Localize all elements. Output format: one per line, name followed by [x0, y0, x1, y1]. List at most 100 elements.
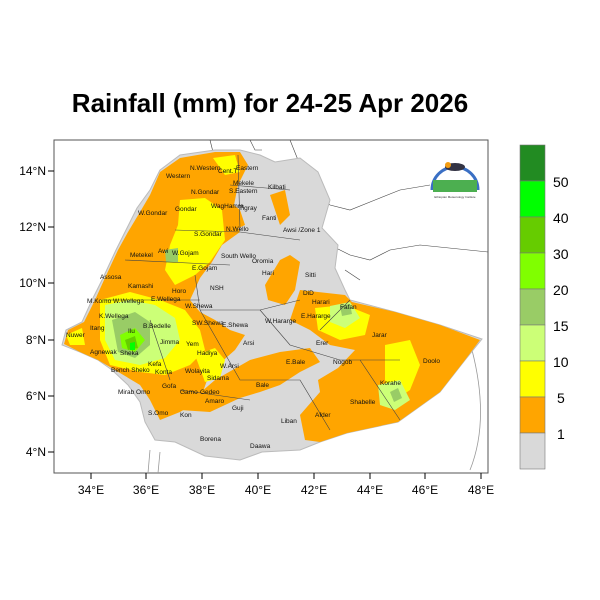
zone-label: Jarar: [372, 332, 388, 339]
lat-axis: [48, 170, 54, 453]
zone-label: E.Hararge: [301, 313, 331, 320]
zone-label: NSH: [210, 285, 224, 292]
zone-label: Gedeo: [200, 389, 220, 396]
legend-color-box: [519, 324, 546, 362]
zone-label: Agnewak: [90, 349, 117, 356]
zone-label: Shabelle: [350, 399, 376, 406]
zone-label: Awsi /Zone 1: [283, 227, 321, 234]
zone-label: WagHamra: [211, 203, 244, 210]
zone-label: Eastern: [236, 165, 259, 172]
zone-label: N.Wello: [226, 226, 249, 233]
legend-label: 20: [553, 282, 569, 298]
legend-color-box: [519, 252, 546, 290]
lon-tick-label: 48°E: [468, 483, 494, 497]
lon-tick-label: 40°E: [245, 483, 271, 497]
zone-label: Erer: [316, 340, 329, 347]
zone-label: Gofa: [162, 383, 176, 390]
zone-label: B.Bedelle: [143, 323, 171, 330]
zone-label: S.Gondar: [194, 231, 223, 238]
lon-tick-label: 34°E: [78, 483, 104, 497]
legend-label: 10: [553, 354, 569, 370]
legend-colorbar: [519, 144, 546, 470]
lat-tick-label: 14°N: [19, 164, 46, 178]
zone-label: SW.Shewa: [192, 320, 224, 327]
rain-30-50mm: [125, 336, 138, 350]
zone-label: Fanti: [262, 215, 276, 222]
coastline: [469, 349, 481, 471]
zone-label: Kon: [180, 412, 192, 419]
zone-label: Kilbati: [268, 184, 286, 191]
zone-label: Bench Sheko: [111, 367, 150, 374]
zone-label: W.Hararge: [265, 318, 296, 325]
legend-color-box: [519, 216, 546, 254]
zone-label: Konta: [155, 369, 172, 376]
lon-tick-label: 44°E: [357, 483, 383, 497]
zone-label: S.Eastern: [229, 188, 258, 195]
zone-label: Itang: [90, 325, 105, 332]
emi-logo: Ethiopian Meteorology Institute: [430, 162, 480, 199]
zone-label: Tigray: [239, 205, 258, 212]
zone-label: Nogob: [333, 359, 353, 366]
zone-label: Afder: [315, 412, 331, 419]
legend-label: 50: [553, 174, 569, 190]
zone-label: Liban: [281, 418, 297, 425]
zone-label: E.Shewa: [222, 322, 248, 329]
zone-label: Guji: [232, 405, 244, 412]
legend-label: 5: [557, 390, 565, 406]
zone-label: Mirab Omo: [118, 389, 151, 396]
logo-caption: Ethiopian Meteorology Institute: [434, 195, 476, 199]
zone-label: Doolo: [423, 358, 440, 365]
zone-label: W.Gondar: [138, 210, 168, 217]
lat-tick-label: 6°N: [26, 389, 46, 403]
map-title: Rainfall (mm) for 24-25 Apr 2026: [71, 88, 469, 118]
legend-color-box: [519, 180, 546, 218]
zone-label: Arsi: [243, 340, 254, 347]
zone-label: Bale: [256, 382, 269, 389]
zone-label: W.Shewa: [185, 303, 213, 310]
legend-color-box: [519, 288, 546, 326]
legend-color-box: [519, 360, 546, 398]
zone-label: E.Gojam: [192, 265, 217, 272]
legend-label: 15: [553, 318, 569, 334]
zone-label: K.Wellega: [99, 313, 129, 320]
zone-label: W.Arsi: [220, 363, 239, 370]
zone-label: Cent.T: [218, 168, 238, 175]
zone-label: DiD: [303, 290, 314, 297]
admin-borders: [105, 154, 401, 431]
zone-label: Horo: [172, 288, 186, 295]
zone-label: Sheka: [120, 350, 139, 357]
zone-label: Mekele: [233, 180, 254, 187]
zone-label: W.Wellega: [113, 298, 144, 305]
legend-label: 1: [557, 426, 565, 442]
zone-label: Oromia: [252, 258, 274, 265]
legend-color-box: [519, 144, 546, 182]
lon-tick-label: 46°E: [412, 483, 438, 497]
zone-label: Ilu: [128, 328, 135, 335]
zone-label: Amaro: [205, 398, 225, 405]
zone-label: Gondar: [175, 206, 198, 213]
zone-label: Sidama: [207, 375, 229, 382]
zone-label: Sitti: [305, 272, 316, 279]
zone-label: M.Komo: [87, 298, 112, 305]
lon-tick-label: 36°E: [133, 483, 159, 497]
zone-label: Hari: [262, 270, 274, 277]
zone-label: Hadiya: [197, 350, 218, 357]
zone-label: Kefa: [148, 361, 162, 368]
zone-label: South Wello: [221, 253, 256, 260]
zone-label: S.Omo: [148, 410, 169, 417]
zone-label: Awi: [158, 248, 168, 255]
zone-label: N.Gondar: [191, 189, 220, 196]
zone-label: E.Bale: [286, 359, 306, 366]
zone-label: Borena: [200, 436, 221, 443]
lon-tick-label: 38°E: [189, 483, 215, 497]
lake-turkana: [147, 449, 161, 474]
lat-tick-label: 10°N: [19, 276, 46, 290]
zone-label: Korahe: [380, 380, 401, 387]
zone-label: Metekel: [130, 252, 153, 259]
zone-label: Jimma: [160, 339, 180, 346]
zone-label: Wolayita: [185, 368, 210, 375]
zone-label: Harari: [312, 299, 330, 306]
legend-color-box: [519, 432, 546, 470]
zone-label: Kamashi: [128, 283, 153, 290]
lat-tick-label: 12°N: [19, 220, 46, 234]
